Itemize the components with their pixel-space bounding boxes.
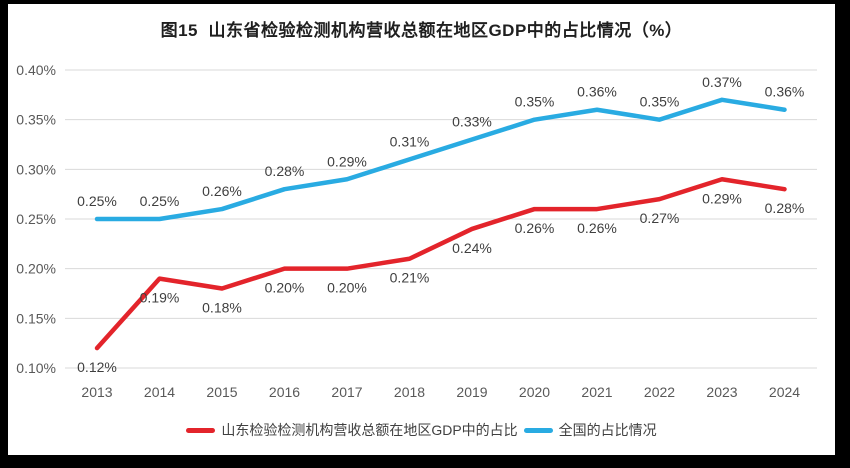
y-tick-label: 0.20% xyxy=(16,261,56,277)
data-label: 0.12% xyxy=(77,359,117,375)
legend-swatch-blue xyxy=(523,427,553,433)
line-plot: 0.10% 0.15% 0.20% 0.25% 0.30% 0.35% 0.40% 2013 2… xyxy=(16,62,817,400)
legend: 山东检验检测机构营收总额在地区GDP中的占比 全国的占比情况 xyxy=(8,420,835,440)
legend-label-national: 全国的占比情况 xyxy=(558,422,657,438)
data-label: 0.35% xyxy=(640,94,680,110)
x-tick-label: 2019 xyxy=(456,384,487,400)
x-tick-label: 2013 xyxy=(81,384,112,400)
y-tick-label: 0.25% xyxy=(16,211,56,227)
data-label: 0.31% xyxy=(390,133,430,149)
data-label: 0.29% xyxy=(702,190,742,206)
data-label: 0.21% xyxy=(390,270,430,286)
data-label: 0.18% xyxy=(202,300,242,316)
data-label: 0.26% xyxy=(577,220,617,236)
series-line-0 xyxy=(94,177,787,351)
legend-item-national: 全国的占比情况 xyxy=(523,420,657,440)
x-tick-label: 2015 xyxy=(206,384,237,400)
data-label: 0.20% xyxy=(265,280,305,296)
data-label: 0.28% xyxy=(765,200,805,216)
x-tick-label: 2021 xyxy=(581,384,612,400)
data-label: 0.25% xyxy=(140,193,180,209)
y-tick-label: 0.40% xyxy=(16,62,56,78)
data-label: 0.24% xyxy=(452,240,492,256)
legend-label-shandong: 山东检验检测机构营收总额在地区GDP中的占比 xyxy=(221,422,518,438)
series-line-1 xyxy=(94,97,787,222)
x-tick-label: 2020 xyxy=(519,384,550,400)
data-label: 0.20% xyxy=(327,280,367,296)
data-label: 0.35% xyxy=(515,94,555,110)
data-label: 0.25% xyxy=(77,193,117,209)
x-tick-label: 2016 xyxy=(269,384,300,400)
legend-item-shandong: 山东检验检测机构营收总额在地区GDP中的占比 xyxy=(186,420,518,440)
x-tick-label: 2018 xyxy=(394,384,425,400)
data-label: 0.27% xyxy=(640,210,680,226)
y-tick-label: 0.35% xyxy=(16,112,56,128)
chart-title: 图15 山东省检验检测机构营收总额在地区GDP中的占比情况（%） xyxy=(160,21,683,40)
legend-swatch-red xyxy=(186,427,216,433)
y-tick-label: 0.10% xyxy=(16,360,56,376)
data-label: 0.37% xyxy=(702,74,742,90)
data-label: 0.19% xyxy=(140,290,180,306)
data-label: 0.33% xyxy=(452,114,492,130)
x-tick-label: 2017 xyxy=(331,384,362,400)
data-label: 0.36% xyxy=(765,84,805,100)
chart-area: 图15 山东省检验检测机构营收总额在地区GDP中的占比情况（%） 0.10% 0.… xyxy=(8,4,835,455)
data-label: 0.28% xyxy=(265,163,305,179)
data-label: 0.26% xyxy=(515,220,555,236)
data-label: 0.26% xyxy=(202,183,242,199)
x-tick-label: 2014 xyxy=(144,384,175,400)
y-tick-label: 0.30% xyxy=(16,161,56,177)
data-label: 0.29% xyxy=(327,153,367,169)
data-label: 0.36% xyxy=(577,84,617,100)
x-tick-label: 2024 xyxy=(769,384,800,400)
x-tick-label: 2023 xyxy=(706,384,737,400)
x-tick-label: 2022 xyxy=(644,384,675,400)
y-tick-label: 0.15% xyxy=(16,310,56,326)
